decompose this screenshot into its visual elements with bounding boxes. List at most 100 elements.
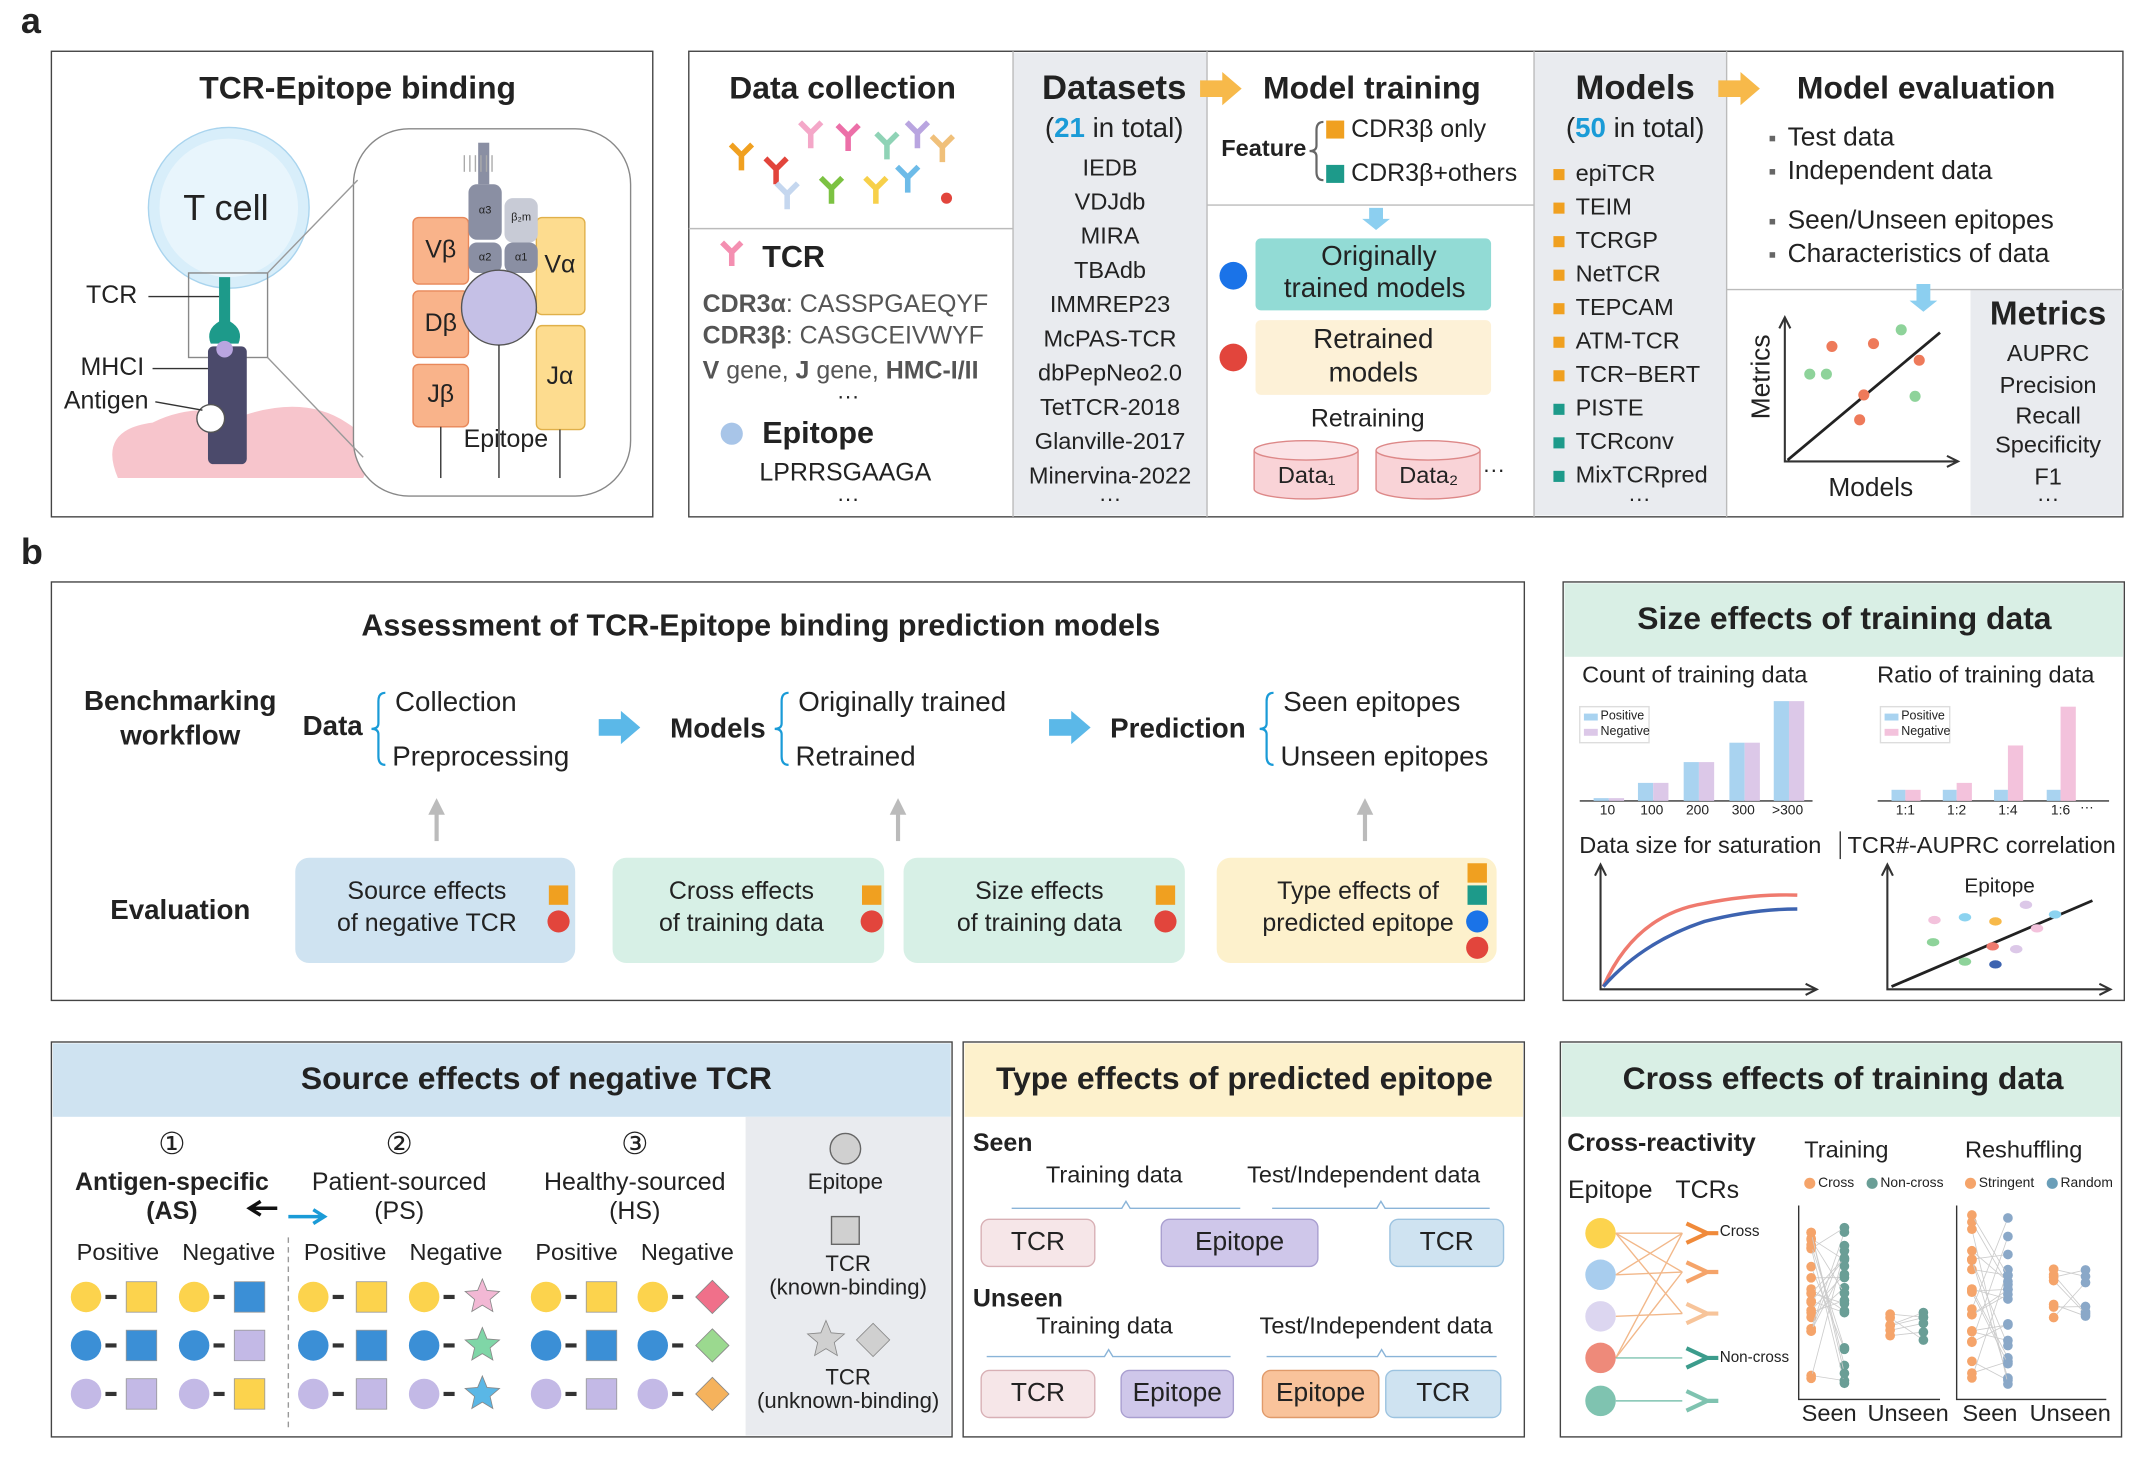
dash — [565, 1294, 577, 1300]
dot — [2003, 1231, 2013, 1242]
dash — [105, 1391, 117, 1397]
dot — [1928, 915, 1941, 925]
assessment-prediction-items: Seen epitopes — [1283, 686, 1460, 717]
data-collection-genes: V — [703, 356, 720, 384]
model-evaluation-y-axis: Metrics — [1746, 334, 1776, 419]
dot — [1913, 354, 1925, 366]
tcr-icon — [895, 164, 921, 193]
link — [1615, 1271, 1683, 1359]
dash — [332, 1294, 344, 1300]
assessment-boxes: of training data — [957, 909, 1122, 937]
dot — [1806, 1305, 1817, 1316]
arrow — [1718, 72, 1760, 106]
size-effects-legend: Negative — [1901, 724, 1950, 738]
tcr-chevron — [1685, 1260, 1719, 1284]
size-effects-ratio-ticks: 1:4 — [1998, 801, 2018, 817]
epitope-square — [585, 1329, 618, 1362]
eval-box — [612, 857, 885, 964]
tag-box — [1385, 1369, 1502, 1419]
dot — [1967, 1309, 1977, 1320]
model-evaluation-x-axis: Models — [1828, 472, 1913, 502]
pair-line — [1971, 1292, 2009, 1364]
dash — [565, 1391, 577, 1397]
groups-num: ① — [158, 1127, 185, 1161]
mhc-a2 — [468, 242, 502, 273]
dot — [1839, 1378, 1850, 1389]
type-effects-seen: Seen — [973, 1129, 1033, 1157]
dot — [1909, 390, 1921, 402]
cross-effects-reshuffle-legend: Random — [2061, 1174, 2113, 1190]
models-title: Models — [1576, 69, 1695, 107]
bar — [1905, 789, 1921, 801]
dot — [1967, 1287, 1977, 1298]
tcr-icon — [763, 156, 789, 185]
metrics-items: F1 — [2034, 463, 2061, 489]
tcr-circle — [530, 1281, 562, 1313]
groups-num: ② — [386, 1127, 413, 1161]
assessment-data-items: Preprocessing — [392, 740, 569, 771]
bar — [1729, 742, 1745, 801]
tag-box — [1160, 1218, 1319, 1268]
cross-effects-unseen: Unseen — [1868, 1400, 1949, 1426]
header — [1564, 583, 2123, 657]
tcr-icon — [874, 131, 900, 160]
pair-line — [1971, 1289, 2009, 1359]
curve — [1601, 893, 1798, 988]
datasets-items: IMMREP23 — [1050, 291, 1170, 317]
data-collection-cdr3a: CDR3α: CASSPGAEQYF — [703, 289, 989, 317]
dot — [2048, 910, 2062, 919]
brace — [774, 691, 789, 766]
models-items: TEPCAM — [1576, 294, 1674, 320]
cross-effects-title: Cross effects of training data — [1623, 1060, 2064, 1096]
data-collection-cdr3b: : CASGCEIVWYF — [786, 321, 984, 349]
cross-effects-non-cross: Non-cross — [1720, 1349, 1790, 1366]
pair-line — [1889, 1312, 1924, 1326]
square — [1155, 885, 1176, 905]
pair-line — [1811, 1299, 1845, 1313]
dot — [1967, 1245, 1977, 1256]
assessment-boxes: Source effects — [347, 877, 506, 905]
bar — [1683, 762, 1699, 801]
data-collection-epitope: Epitope — [762, 416, 874, 450]
groups-name: Antigen-specific — [75, 1168, 269, 1196]
size-effects-ratio-more: ··· — [2080, 798, 2094, 814]
size-effects-correlation: TCR#-AUPRC correlation — [1847, 832, 2115, 858]
pair-line — [2053, 1304, 2086, 1317]
cross-effects-training: Training — [1804, 1137, 1888, 1163]
header — [1561, 1043, 2121, 1117]
dot — [2003, 1379, 2013, 1389]
pair-line — [1810, 1288, 1845, 1312]
models-more: ··· — [1628, 486, 1650, 511]
tag-box — [1389, 1218, 1505, 1268]
bullet — [1769, 169, 1776, 175]
size-effects-ratio: Ratio of training data — [1877, 661, 2095, 687]
binding-title: TCR-Epitope binding — [199, 69, 516, 105]
arrow — [1049, 710, 1091, 745]
arrow — [598, 710, 641, 745]
groups-abbr: (AS) — [146, 1197, 197, 1225]
bar — [1608, 798, 1625, 801]
data-collection-tcr: TCR — [762, 240, 825, 274]
pair-line — [1971, 1260, 2009, 1346]
dot — [1967, 1210, 1977, 1220]
tcr-icon — [818, 175, 845, 204]
size-effects-ratio-ticks: 1:6 — [2051, 801, 2071, 817]
model-evaluation-items: Test data — [1788, 122, 1895, 152]
metrics-title: Metrics — [1990, 296, 2106, 333]
pair-line — [1810, 1247, 1845, 1384]
dot — [1885, 1309, 1895, 1319]
cylinder — [1253, 450, 1359, 500]
link — [1615, 1271, 1683, 1276]
binding-t-cell: T cell — [183, 187, 268, 228]
dot — [1466, 936, 1489, 959]
pair-line — [1971, 1214, 2009, 1276]
square — [1553, 403, 1565, 415]
dot — [1885, 1320, 1895, 1330]
dot — [2003, 1358, 2013, 1369]
size-effects-count-ticks: 200 — [1686, 801, 1709, 817]
assessment-workflow: Benchmarking — [84, 685, 276, 716]
assessment-model-items: Retrained — [795, 740, 915, 771]
binding-chains: Vβ — [425, 235, 456, 263]
